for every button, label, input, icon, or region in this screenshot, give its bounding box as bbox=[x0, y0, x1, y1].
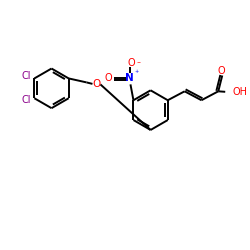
Text: $^+$: $^+$ bbox=[134, 70, 140, 75]
Text: O: O bbox=[218, 66, 225, 76]
Text: Cl: Cl bbox=[22, 95, 32, 105]
Text: OH: OH bbox=[232, 87, 247, 97]
Text: $^-$: $^-$ bbox=[136, 60, 142, 66]
Text: O: O bbox=[92, 80, 100, 90]
Text: O: O bbox=[104, 74, 112, 84]
Text: N: N bbox=[125, 74, 134, 84]
Text: Cl: Cl bbox=[22, 72, 32, 82]
Text: O: O bbox=[128, 58, 135, 68]
